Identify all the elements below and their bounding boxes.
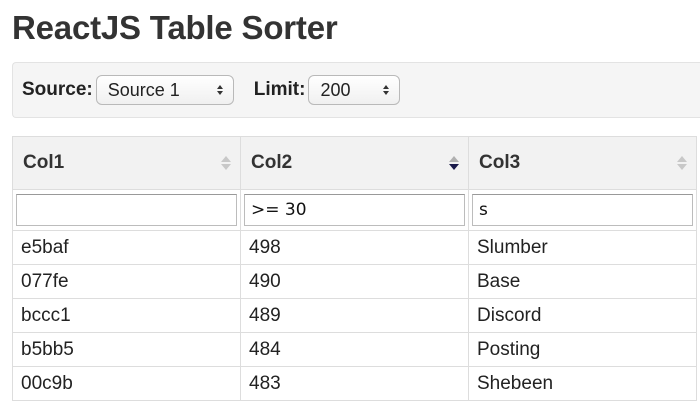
filter-input-col2[interactable] — [244, 194, 465, 226]
updown-arrows-icon — [216, 85, 223, 95]
data-table-container: Col1 Col2 Col3 — [12, 136, 700, 401]
source-select[interactable]: Source 1 — [95, 75, 234, 105]
table-cell: 498 — [240, 230, 469, 265]
page-title: ReactJS Table Sorter — [12, 9, 338, 46]
sort-desc-icon — [449, 156, 459, 170]
table-cell: e5baf — [12, 230, 241, 265]
controls-bar: Source: Source 1 Limit: 200 — [12, 62, 700, 118]
filter-input-col3[interactable] — [472, 194, 693, 226]
table-cell: 00c9b — [12, 366, 241, 401]
table-row: 077fe 490 Base — [12, 264, 697, 299]
table-cell: 483 — [240, 366, 469, 401]
table-row: b5bb5 484 Posting — [12, 332, 697, 367]
header-row: Col1 Col2 Col3 — [12, 136, 697, 190]
data-table: Col1 Col2 Col3 — [12, 136, 697, 401]
table-row: e5baf 498 Slumber — [12, 230, 697, 265]
table-cell: b5bb5 — [12, 332, 241, 367]
filter-cell — [468, 189, 697, 231]
column-header-col2[interactable]: Col2 — [240, 136, 469, 190]
table-cell: Slumber — [468, 230, 697, 265]
filter-cell — [240, 189, 469, 231]
limit-label: Limit: — [253, 79, 306, 100]
table-cell: bccc1 — [12, 298, 241, 333]
table-row: bccc1 489 Discord — [12, 298, 697, 333]
sort-both-icon — [221, 156, 231, 170]
source-label: Source: — [22, 79, 93, 100]
table-cell: 484 — [240, 332, 469, 367]
column-header-label: Col2 — [251, 152, 293, 173]
column-header-col3[interactable]: Col3 — [468, 136, 697, 190]
table-cell: 077fe — [12, 264, 241, 299]
table-cell: 489 — [240, 298, 469, 333]
table-cell: 490 — [240, 264, 469, 299]
filter-input-col1[interactable] — [16, 194, 237, 226]
limit-select[interactable]: 200 — [308, 75, 401, 105]
table-cell: Discord — [468, 298, 697, 333]
source-select-value: Source 1 — [107, 79, 180, 100]
filter-cell — [12, 189, 241, 231]
table-cell: Shebeen — [468, 366, 697, 401]
column-header-label: Col3 — [479, 152, 521, 173]
filter-row — [12, 189, 697, 231]
table-cell: Base — [468, 264, 697, 299]
updown-arrows-icon — [383, 85, 390, 95]
column-header-col1[interactable]: Col1 — [12, 136, 241, 190]
sort-both-icon — [677, 156, 687, 170]
column-header-label: Col1 — [23, 152, 65, 173]
table-cell: Posting — [468, 332, 697, 367]
limit-select-value: 200 — [320, 79, 351, 100]
table-row: 00c9b 483 Shebeen — [12, 366, 697, 401]
